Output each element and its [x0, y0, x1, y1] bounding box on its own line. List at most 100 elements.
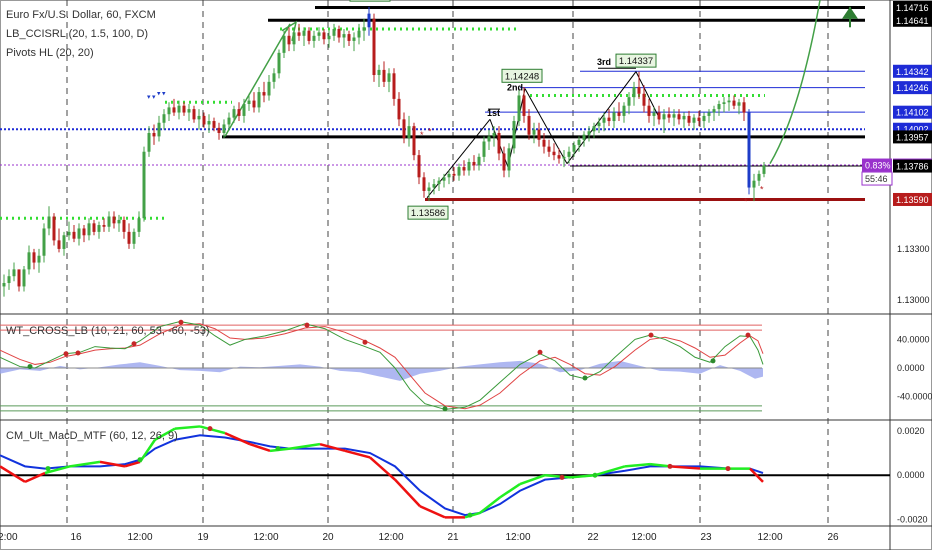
candle-body [172, 107, 176, 113]
candle-body [617, 112, 621, 116]
candle [317, 27, 321, 41]
candle-body [462, 167, 466, 171]
candle-body [197, 115, 201, 120]
candle [512, 115, 516, 154]
trend-line-up [224, 23, 291, 137]
candle [467, 158, 471, 176]
candle-body [62, 235, 66, 249]
candle [577, 136, 581, 152]
candle-body [407, 126, 411, 139]
candle [217, 122, 221, 140]
candle-body [237, 109, 241, 116]
candle [47, 206, 51, 236]
candle-body [682, 115, 686, 120]
macd-cross-dot [592, 472, 598, 478]
candle-body [297, 32, 301, 36]
candle-body [377, 69, 381, 76]
candle [332, 23, 336, 41]
wt-cross-dot [75, 350, 81, 356]
candle [627, 92, 631, 115]
candle-body [412, 126, 416, 156]
price-label: 1.14246 [893, 81, 932, 95]
candle-body [482, 141, 486, 157]
wave-line-1st [426, 119, 491, 199]
candle [462, 160, 466, 176]
candle [122, 216, 126, 239]
candle-body [392, 73, 396, 99]
candle-body [762, 165, 766, 174]
price-label-text: 1.14641 [896, 16, 929, 26]
candle-body [397, 98, 401, 120]
candle [707, 109, 711, 123]
price-label-box [893, 192, 932, 206]
candle [697, 110, 701, 127]
candle-body [537, 129, 541, 140]
macd-line-segment [669, 465, 701, 470]
candle [202, 112, 206, 128]
candle [547, 139, 551, 157]
candle-body [27, 252, 31, 270]
candle-body [402, 119, 406, 139]
macd-line-segment [594, 465, 626, 477]
candle [552, 143, 556, 161]
price-label: 1.13590 [893, 192, 932, 206]
candle [67, 221, 71, 241]
candle-body [532, 129, 536, 135]
candle-body [587, 131, 591, 135]
candle-body [177, 105, 181, 113]
price-label-text: 1.14342 [896, 67, 929, 77]
candle [367, 6, 371, 36]
candle-body [727, 100, 731, 103]
candle [37, 248, 41, 273]
candle [737, 98, 741, 115]
time-axis-label: 20 [322, 532, 334, 543]
candle-body [122, 219, 126, 232]
chart-title: Euro Fx/U.S. Dollar, 60, FXCM [6, 9, 156, 21]
candle [402, 112, 406, 144]
candle [227, 112, 231, 130]
candle [637, 71, 641, 99]
candle-body [497, 132, 501, 154]
candle-body [287, 35, 291, 45]
candle-body [12, 269, 16, 277]
candle [587, 126, 591, 142]
macd-title[interactable]: CM_Ult_MacD_MTF (60, 12, 26, 9) [6, 430, 178, 442]
time-axis-label: 16 [70, 532, 82, 543]
projection-line [769, 0, 821, 165]
wt-cross-title[interactable]: WT_CROSS_LB (10, 21, 60, 53, -60, -53) [6, 325, 210, 337]
macd-cross-dot [137, 457, 143, 463]
indicator-label-ccisrl[interactable]: LB_CCISRL (20, 1.5, 100, D) [6, 28, 149, 40]
macd-line-segment [624, 462, 651, 468]
candle-body [187, 109, 191, 113]
wt-cross-dot [442, 406, 448, 412]
indicator-label-pivots[interactable]: Pivots HL (20, 20) [6, 47, 94, 59]
candle [312, 30, 316, 48]
candle [742, 97, 746, 122]
macd-line-segment [369, 456, 396, 481]
countdown-box [861, 171, 893, 186]
candle [732, 95, 736, 110]
candle [232, 105, 236, 123]
candle [572, 141, 576, 157]
macd-cross-dot [559, 474, 565, 480]
candle [757, 170, 761, 186]
macd-line-segment [124, 460, 141, 468]
candle-body [37, 255, 41, 263]
candle-body [472, 161, 476, 166]
candle-body [467, 161, 471, 171]
candle-body [337, 28, 341, 38]
candle [412, 122, 416, 161]
macd-line-segment [649, 462, 671, 468]
candle [557, 148, 561, 164]
percent-badge [862, 158, 892, 172]
candle [87, 218, 91, 241]
countdown-text: 55:46 [865, 174, 888, 184]
candle-body [702, 115, 706, 122]
candle [387, 68, 391, 93]
candle [597, 117, 601, 133]
candle [457, 163, 461, 181]
wt-cross-dot [582, 375, 588, 381]
price-label: 1.14641 [893, 13, 932, 27]
